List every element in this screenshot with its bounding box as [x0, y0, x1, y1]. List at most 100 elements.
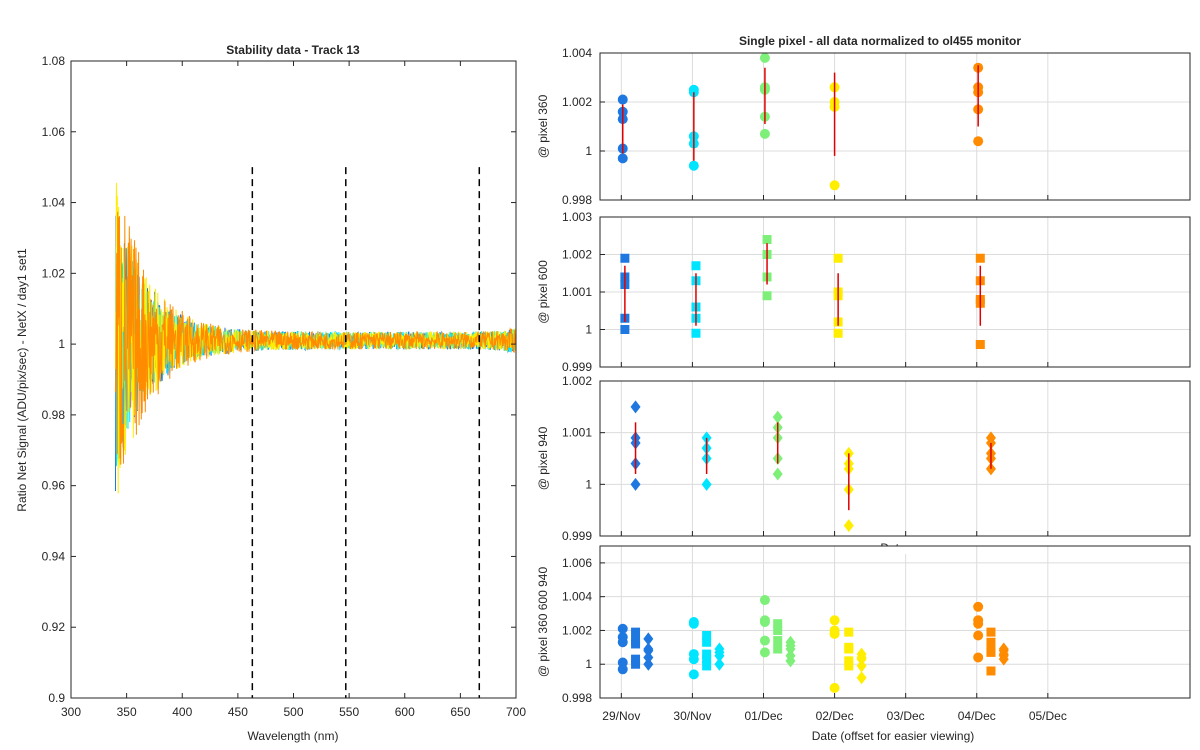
left-series-group: [115, 182, 516, 494]
x-tick-label: 350: [117, 705, 137, 719]
data-point: [772, 410, 783, 424]
data-point: [643, 644, 654, 658]
y-tick-label: 1: [585, 477, 592, 491]
data-point: [986, 637, 996, 647]
y-tick-label: 1.002: [562, 623, 592, 637]
panel-y-label: @ pixel 600: [536, 260, 550, 324]
data-point: [975, 253, 985, 263]
x-tick-label: 500: [283, 705, 303, 719]
x-tick-label: 02/Dec: [816, 709, 854, 723]
data-point: [759, 52, 770, 63]
data-point: [643, 657, 654, 671]
y-tick-label: 1.02: [42, 266, 66, 280]
y-tick-label: 0.92: [42, 620, 66, 634]
x-tick-label: 03/Dec: [887, 709, 925, 723]
data-point: [973, 652, 984, 663]
data-point: [702, 631, 712, 641]
panel-1: 0.998 1 1.002 1.004 @ pixel 360: [536, 46, 1191, 207]
data-point: [630, 400, 641, 414]
overlap-mask: [860, 546, 930, 554]
panel-2: 0.999 1 1.001 1.002 1.003 @ pixel 600: [536, 210, 1191, 374]
data-point: [773, 625, 783, 635]
data-point: [829, 628, 840, 639]
data-point: [759, 617, 770, 627]
data-point: [759, 635, 770, 646]
y-tick-label: 1: [585, 144, 592, 158]
panel-4: 0.998 1 1.002 1.004 1.006 @ pixel 360 600 940: [536, 545, 1191, 705]
stability-chart: Stability data - Track 13 300 350 400 450 50…: [15, 43, 526, 743]
panel-box: [599, 545, 1191, 699]
data-point: [643, 650, 654, 664]
data-point: [691, 328, 701, 338]
data-point: [973, 601, 984, 612]
data-point: [829, 615, 840, 626]
y-tick-label: 0.998: [562, 193, 592, 207]
data-point: [785, 642, 796, 656]
data-point: [773, 636, 783, 646]
data-point: [643, 632, 654, 646]
series-line: [115, 265, 516, 462]
data-point: [688, 669, 699, 680]
data-point: [829, 682, 840, 693]
y-tick-label: 1.08: [42, 54, 66, 68]
x-tick-label: 650: [450, 705, 470, 719]
data-point: [617, 623, 628, 634]
y-tick-label: 1.001: [562, 426, 592, 440]
data-point: [973, 618, 984, 629]
panel-box: [599, 52, 1191, 201]
x-tick-label: 450: [228, 705, 248, 719]
data-point: [843, 519, 854, 533]
data-point: [762, 235, 772, 244]
data-point: [856, 671, 867, 685]
panel-3: 0.999 1 1.001 1.002 @ pixel 940: [536, 374, 1191, 543]
y-tick-label: 0.96: [42, 479, 66, 493]
x-tick-label: 05/Dec: [1029, 709, 1067, 723]
data-point: [856, 652, 867, 666]
data-point: [691, 261, 701, 271]
single-pixel-chart: Single pixel - all data normalized to ol…: [536, 34, 1191, 743]
y-tick-label: 1.002: [562, 374, 592, 388]
y-tick-label: 0.998: [562, 691, 592, 705]
y-tick-label: 1: [585, 657, 592, 671]
data-point: [617, 637, 628, 648]
data-point: [975, 340, 985, 349]
data-point: [702, 637, 712, 647]
data-point: [702, 649, 712, 659]
data-point: [759, 128, 770, 139]
y-tick-label: 1.001: [562, 285, 592, 299]
x-tick-label: 04/Dec: [958, 709, 996, 723]
y-tick-label: 1.002: [562, 248, 592, 262]
data-point: [772, 467, 783, 481]
x-tick-label: 30/Nov: [673, 709, 711, 723]
data-point: [714, 649, 725, 663]
data-point: [631, 659, 641, 669]
y-tick-label: 0.999: [562, 529, 592, 543]
data-point: [844, 627, 854, 637]
panel-y-label: @ pixel 940: [536, 426, 550, 490]
data-point: [844, 656, 854, 666]
x-tick-label: 300: [61, 705, 81, 719]
series-line: [115, 211, 516, 465]
y-tick-label: 1.004: [562, 590, 592, 604]
panel-box: [599, 380, 1191, 537]
right-x-axis-label: Date (offset for easier viewing): [812, 729, 975, 743]
left-plot-area: 300 350 400 450 500 550 600 650 700 0.9 0.92 0.94 0.…: [42, 54, 527, 719]
y-tick-label: 1: [58, 337, 65, 351]
y-tick-label: 1.06: [42, 125, 66, 139]
x-tick-label: 600: [395, 705, 415, 719]
data-point: [617, 94, 628, 105]
right-chart-title: Single pixel - all data normalized to ol…: [739, 34, 1021, 48]
data-point: [998, 652, 1009, 666]
data-point: [973, 630, 984, 641]
data-point: [620, 253, 630, 263]
y-tick-label: 1.004: [562, 46, 592, 60]
data-point: [630, 477, 641, 491]
y-tick-label: 1: [585, 323, 592, 337]
data-point: [773, 644, 783, 654]
y-tick-label: 1.002: [562, 95, 592, 109]
y-tick-label: 0.94: [42, 549, 66, 563]
y-tick-label: 1.04: [42, 196, 66, 210]
y-tick-label: 0.98: [42, 408, 66, 422]
y-tick-label: 0.999: [562, 360, 592, 374]
